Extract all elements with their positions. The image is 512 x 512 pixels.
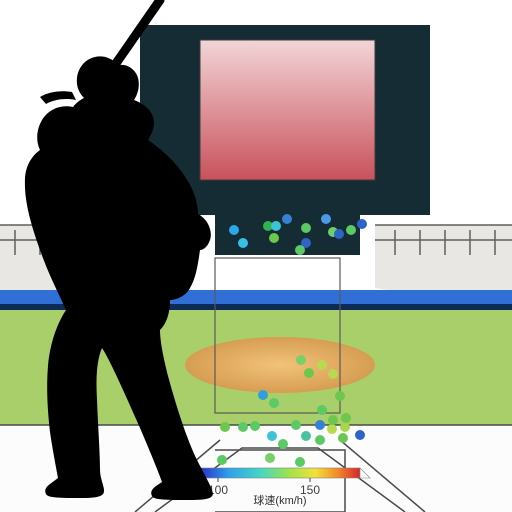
pitch-marker: [328, 369, 338, 379]
pitch-chart: 100150 球速(km/h): [0, 0, 512, 512]
pitch-marker: [278, 439, 288, 449]
pitch-marker: [296, 355, 306, 365]
pitch-marker: [220, 422, 230, 432]
pitch-marker: [238, 238, 248, 248]
pitch-marker: [265, 453, 275, 463]
pitch-marker: [269, 233, 279, 243]
pitch-marker: [340, 422, 350, 432]
pitch-marker: [295, 245, 305, 255]
pitch-marker: [346, 225, 356, 235]
pitch-marker: [269, 398, 279, 408]
pitch-marker: [250, 421, 260, 431]
pitch-marker: [327, 424, 337, 434]
pitch-marker: [301, 431, 311, 441]
pitch-marker: [317, 360, 327, 370]
pitch-marker: [315, 420, 325, 430]
pitch-marker: [238, 422, 248, 432]
pitch-marker: [271, 221, 281, 231]
pitch-marker: [301, 223, 311, 233]
pitch-marker: [304, 368, 314, 378]
pitch-marker: [317, 405, 327, 415]
pitch-marker: [321, 214, 331, 224]
pitch-marker: [338, 433, 348, 443]
pitch-marker: [229, 225, 239, 235]
pitch-marker: [334, 229, 344, 239]
pitch-marker: [258, 390, 268, 400]
pitch-marker: [335, 391, 345, 401]
pitch-marker: [282, 214, 292, 224]
pitch-marker: [291, 420, 301, 430]
pitch-marker: [341, 413, 351, 423]
pitch-marker: [357, 219, 367, 229]
pitch-marker: [217, 455, 227, 465]
pitch-marker: [295, 457, 305, 467]
pitch-marker: [355, 430, 365, 440]
pitch-marker: [328, 415, 338, 425]
pitch-marker: [315, 435, 325, 445]
legend-axis-label: 球速(km/h): [253, 493, 306, 507]
pitch-marker: [267, 431, 277, 441]
